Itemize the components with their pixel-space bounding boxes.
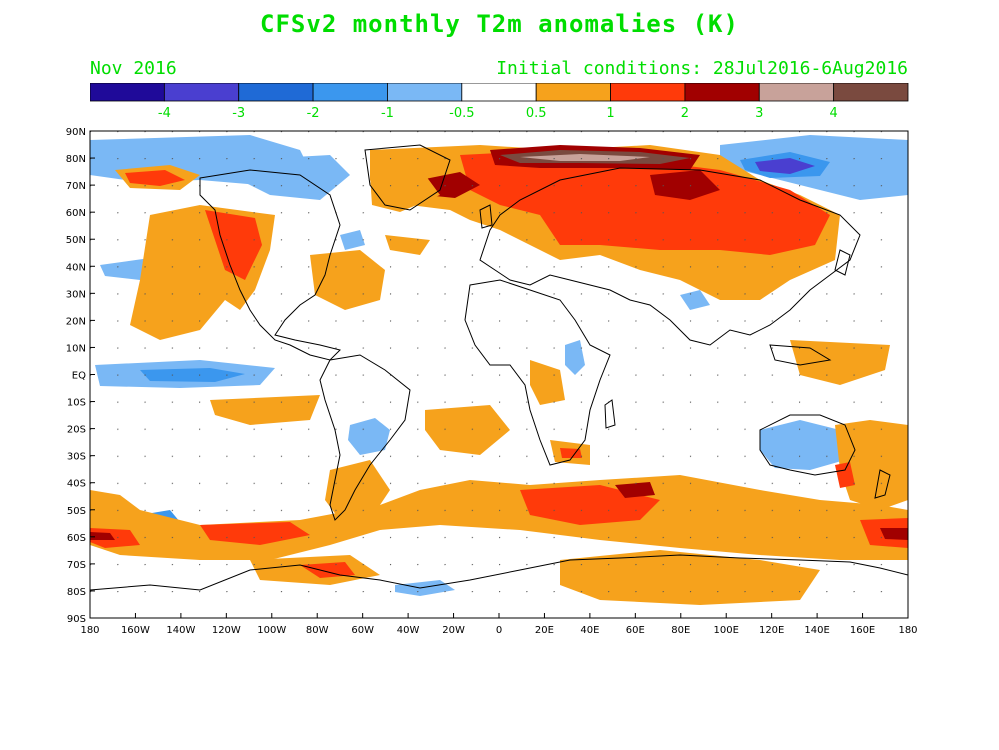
- colorbar-label: 4: [829, 106, 837, 121]
- coast-new-zealand: [874, 469, 891, 499]
- colorbar-label: -4: [158, 106, 171, 121]
- colorbar-label: -2: [307, 106, 320, 121]
- latitude-tick-label: 60N: [66, 208, 86, 219]
- colorbar-bin: [833, 83, 909, 102]
- coast-madagascar: [604, 399, 616, 429]
- coast-south-america: [319, 354, 411, 521]
- longitude-tick-label: 60W: [351, 625, 374, 636]
- longitude-tick-label: 120W: [212, 625, 241, 636]
- longitude-tick-label: 100E: [714, 625, 739, 636]
- colorbar-label: 1: [606, 106, 614, 121]
- longitude-tick-label: 80E: [671, 625, 690, 636]
- coastlines: [90, 144, 908, 591]
- latitude-axis: 90N 80N 70N 60N 50N 40N 30N 20N 10N EQ 10S 20S 30S 40…: [66, 127, 95, 625]
- coast-north-america: [199, 169, 341, 361]
- coast-greenland: [364, 144, 451, 211]
- coast-japan: [834, 249, 851, 276]
- longitude-tick-label: 20W: [442, 625, 465, 636]
- valid-month: Nov 2016: [90, 58, 177, 79]
- colorbar-label: 0.5: [526, 106, 547, 121]
- latitude-tick-label: 30S: [67, 452, 86, 463]
- longitude-tick-label: 40E: [580, 625, 599, 636]
- colorbar-label: -1: [381, 106, 394, 121]
- colorbar-label: 3: [755, 106, 763, 121]
- colorbar-label: -3: [232, 106, 245, 121]
- colorbar-label: 2: [681, 106, 689, 121]
- longitude-tick-label: 100W: [257, 625, 286, 636]
- longitude-tick-label: 140W: [166, 625, 195, 636]
- longitude-axis: 180 160W 140W 120W 100W 80W 60W 40W 20W 0 20E 40E 60…: [80, 613, 918, 636]
- coast-eurasia: [479, 167, 861, 346]
- latitude-tick-label: 50S: [67, 506, 86, 517]
- latitude-tick-label: 20N: [66, 316, 86, 327]
- latitude-tick-label: 10S: [67, 398, 86, 409]
- longitude-tick-label: 60E: [626, 625, 645, 636]
- latitude-tick-label: 70S: [67, 560, 86, 571]
- latitude-tick-label: 10N: [66, 343, 86, 354]
- longitude-tick-label: 140E: [804, 625, 829, 636]
- latitude-tick-label: EQ: [72, 371, 86, 382]
- latitude-tick-label: 60S: [67, 533, 86, 544]
- longitude-tick-label: 20E: [535, 625, 554, 636]
- colorbar: -4 -3 -2 -1 -0.5 0.5 1 2 3 4: [90, 83, 909, 121]
- longitude-tick-label: 120E: [759, 625, 784, 636]
- initial-conditions: Initial conditions: 28Jul2016-6Aug2016: [496, 58, 908, 79]
- latitude-tick-label: 50N: [66, 235, 86, 246]
- longitude-tick-label: 160E: [850, 625, 875, 636]
- coast-africa: [464, 279, 611, 466]
- latitude-tick-label: 20S: [67, 425, 86, 436]
- longitude-tick-label: 180: [80, 625, 99, 636]
- anomaly-field: [90, 131, 908, 618]
- latitude-tick-label: 90N: [66, 127, 86, 138]
- latitude-tick-label: 40S: [67, 479, 86, 490]
- longitude-tick-label: 40W: [397, 625, 420, 636]
- chart-title: CFSv2 monthly T2m anomalies (K): [260, 10, 739, 38]
- longitude-tick-label: 80W: [306, 625, 329, 636]
- coast-uk: [479, 204, 493, 229]
- colorbar-label: -0.5: [449, 106, 474, 121]
- coast-antarctica: [90, 554, 908, 591]
- latitude-tick-label: 80S: [67, 587, 86, 598]
- longitude-tick-label: 0: [496, 625, 502, 636]
- latitude-tick-label: 40N: [66, 262, 86, 273]
- coast-australia: [759, 414, 856, 476]
- coast-indonesia: [769, 344, 832, 366]
- latitude-tick-label: 80N: [66, 154, 86, 165]
- latitude-tick-label: 30N: [66, 289, 86, 300]
- longitude-tick-label: 160W: [121, 625, 150, 636]
- longitude-tick-label: 180: [898, 625, 917, 636]
- latitude-tick-label: 70N: [66, 181, 86, 192]
- latitude-tick-label: 90S: [67, 614, 86, 625]
